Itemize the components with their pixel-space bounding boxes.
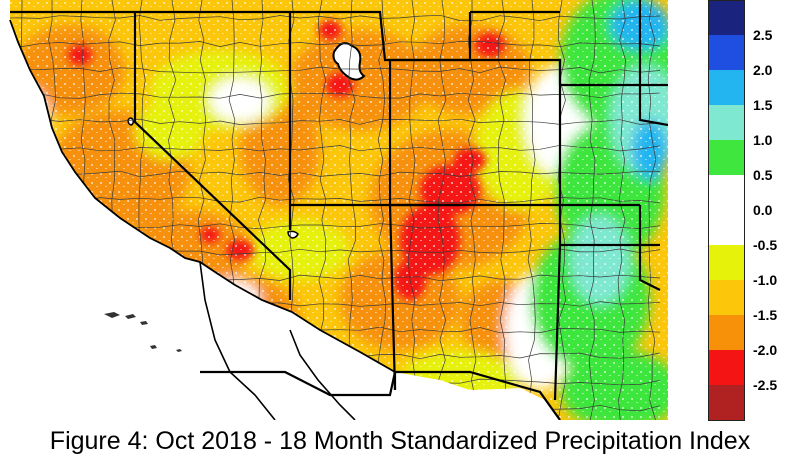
legend-swatch <box>708 315 745 351</box>
legend-label: 2.5 <box>753 27 773 43</box>
legend-label: 1.5 <box>753 97 773 113</box>
legend-swatch <box>708 105 745 141</box>
state-borders <box>10 0 668 420</box>
legend-swatch <box>708 280 745 316</box>
legend-label: -1.0 <box>753 272 778 288</box>
legend-swatch <box>708 70 745 106</box>
legend-label: 2.0 <box>753 62 773 78</box>
legend-label: -2.0 <box>753 342 778 358</box>
legend-swatch <box>708 245 745 281</box>
legend-swatch <box>708 140 745 176</box>
map-svg <box>0 0 668 420</box>
legend-label: 0.0 <box>753 202 773 218</box>
legend-swatch <box>708 175 745 211</box>
legend-swatch <box>708 0 745 36</box>
gulf-coastline <box>289 329 356 420</box>
precip-field <box>0 0 668 420</box>
baja-coastline <box>199 261 276 420</box>
legend-label: -2.5 <box>753 377 778 393</box>
coastline <box>9 19 396 373</box>
channel-islands <box>104 312 182 352</box>
legend-label: 1.0 <box>753 132 773 148</box>
spi-legend: 2.5 2.0 1.5 1.0 0.5 0.0 -0.5 -1.0 -1.5 -2.0 -2.5 <box>708 0 800 421</box>
figure-caption: Figure 4: Oct 2018 - 18 Month Standardiz… <box>49 427 751 455</box>
legend-label: -0.5 <box>753 237 778 253</box>
legend-swatch <box>708 385 745 421</box>
legend-label: 0.5 <box>753 167 773 183</box>
legend-swatch <box>708 35 745 71</box>
spi-map <box>0 0 668 420</box>
legend-swatch <box>708 350 745 386</box>
legend-label: -1.5 <box>753 307 778 323</box>
great-salt-lake <box>332 42 366 81</box>
legend-swatch <box>708 210 745 246</box>
